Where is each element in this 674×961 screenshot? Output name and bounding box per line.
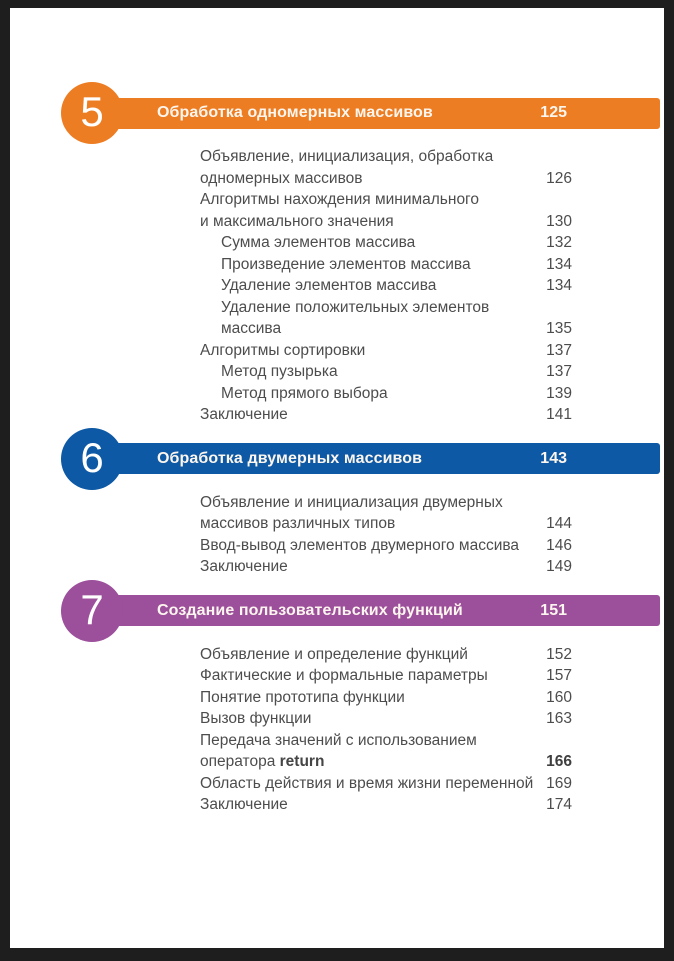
toc-entry-page: 174 [546,796,572,813]
chapter-section: 5 Обработка одномерных массивов 125 Объя… [61,82,664,426]
chapter-header: 5 Обработка одномерных массивов 125 [61,82,664,144]
toc-entry-page: 160 [546,688,572,706]
chapter-number-badge: 5 [61,82,123,144]
toc-entry-page: 146 [546,536,572,554]
chapter-title-bar: Обработка двумерных массивов 143 [109,443,660,474]
toc-entry-page: 130 [546,212,572,230]
toc-list: Объявление и определение функций 152 Фак… [200,644,572,816]
chapter-header: 7 Создание пользовательских функций 151 [61,579,664,642]
toc-entry-label: Сумма элементов массива [221,234,416,251]
toc-entry-label: Фактические и формальные параметры [200,667,488,684]
toc-entry-label: Заключение [200,406,288,423]
chapter-title: Обработка двумерных массивов [157,449,423,467]
toc-entry-label: Заключение [200,796,288,813]
toc-entry-label: Ввод-вывод элементов двумерного массива [200,536,520,554]
toc-entry-page: 132 [546,234,572,251]
toc-entry: Передача значений с использованием опера… [200,730,572,773]
toc-entry-page: 134 [546,255,572,273]
toc-entry-label: Удаление элементов массива [221,277,437,294]
toc-entry: Алгоритмы сортировки 137 [200,340,572,362]
toc-entry-page: 163 [546,710,572,727]
toc-entry-label: Вызов функции [200,710,312,727]
chapter-page-number: 143 [540,449,567,467]
chapter-title-bar: Обработка одномерных массивов 125 [109,97,660,129]
toc-entry-page: 166 [546,753,572,770]
toc-entry-label: Объявление и определение функций [200,645,468,663]
toc-entry-page: 134 [546,277,572,294]
toc-entry-label: Алгоритмы нахождения минимального и макс… [200,191,479,230]
toc-entry: Область действия и время жизни переменно… [200,773,572,795]
code-keyword: return [279,753,325,770]
chapter-header: 6 Обработка двумерных массивов 143 [61,427,664,490]
chapter-number-badge: 6 [61,427,123,490]
toc-entry-label: Объявление, инициализация, обработка одн… [200,148,494,187]
toc-entry-page: 135 [546,320,572,337]
toc-entry-label: Заключение [200,558,288,575]
toc-entry-label: Объявление и инициализация двумерных мас… [200,493,503,533]
toc-entry-label: Удаление положительных элементов массива [221,298,490,338]
toc-list: Объявление и инициализация двумерных мас… [200,492,572,578]
toc-entry-page: 157 [546,667,572,684]
toc-entry: Заключение 174 [200,794,572,816]
toc-entry: Произведение элементов массива 134 [200,254,572,276]
toc-entry: Фактические и формальные параметры 157 [200,665,572,687]
toc-page: 5 Обработка одномерных массивов 125 Объя… [10,8,664,948]
chapter-section: 7 Создание пользовательских функций 151 … [61,579,664,816]
toc-entry-page: 149 [546,558,572,575]
toc-entry-label: Понятие прототипа функции [200,688,405,706]
toc-entry: Объявление, инициализация, обработка одн… [200,146,572,189]
toc-entry-page: 139 [546,384,572,402]
toc-entry: Алгоритмы нахождения минимального и макс… [200,189,572,232]
toc-entry-label: Передача значений с использованием опера… [200,731,477,771]
toc-entry-label: Метод пузырька [221,363,338,380]
toc-entry-page: 169 [546,774,572,792]
toc-entry: Метод прямого выбора 139 [200,383,572,405]
toc-entry-page: 144 [546,515,572,532]
toc-entry: Объявление и определение функций 152 [200,644,572,666]
toc-entry: Ввод-вывод элементов двумерного массива … [200,535,572,557]
toc-list: Объявление, инициализация, обработка одн… [200,146,572,426]
chapter-number-badge: 7 [61,579,123,642]
chapter-title: Обработка одномерных массивов [157,104,433,121]
chapter-title-bar: Создание пользовательских функций 151 [109,595,660,626]
toc-entry: Понятие прототипа функции 160 [200,687,572,709]
chapter-section: 6 Обработка двумерных массивов 143 Объяв… [61,427,664,578]
toc-entry: Объявление и инициализация двумерных мас… [200,492,572,535]
chapter-page-number: 125 [540,104,567,121]
toc-entry: Метод пузырька 137 [200,361,572,383]
toc-chapters: 5 Обработка одномерных массивов 125 Объя… [61,82,664,816]
chapter-page-number: 151 [540,601,567,619]
toc-entry-page: 126 [546,169,572,187]
toc-entry: Заключение 141 [200,404,572,426]
toc-entry-label: Произведение элементов массива [221,255,471,273]
toc-entry-label: Область действия и время жизни переменно… [200,774,534,792]
toc-entry-label: Метод прямого выбора [221,384,388,402]
toc-entry-page: 137 [546,341,572,359]
toc-entry-page: 137 [546,363,572,380]
toc-entry-label: Алгоритмы сортировки [200,341,366,359]
chapter-title: Создание пользовательских функций [157,601,463,619]
toc-entry-page: 152 [546,645,572,663]
toc-entry: Удаление положительных элементов массива… [200,297,572,340]
toc-entry: Заключение 149 [200,556,572,578]
toc-entry: Сумма элементов массива 132 [200,232,572,254]
toc-entry-page: 141 [546,406,572,423]
toc-entry: Удаление элементов массива 134 [200,275,572,297]
toc-entry: Вызов функции 163 [200,708,572,730]
